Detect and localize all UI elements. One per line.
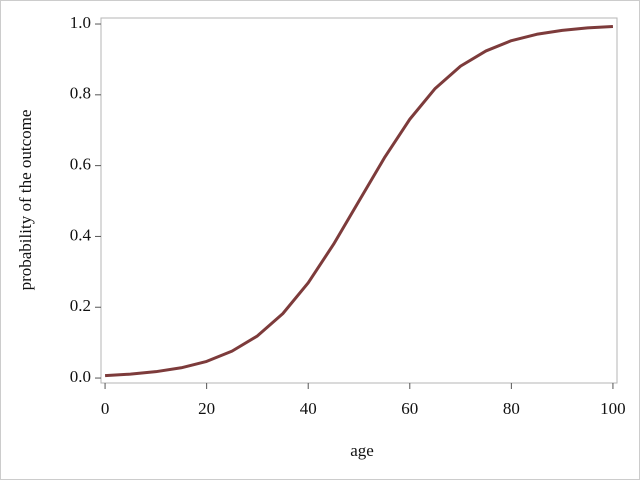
x-tick-label: 40 bbox=[300, 399, 317, 418]
x-tick-label: 100 bbox=[600, 399, 626, 418]
y-tick-label: 1.0 bbox=[70, 13, 91, 32]
y-axis-label: probability of the outcome bbox=[16, 110, 35, 291]
x-tick-label: 60 bbox=[401, 399, 418, 418]
x-tick-label: 20 bbox=[198, 399, 215, 418]
y-tick-label: 0.2 bbox=[70, 296, 91, 315]
y-tick-label: 0.4 bbox=[70, 225, 92, 244]
y-tick-label: 0.0 bbox=[70, 367, 91, 386]
plot-area bbox=[100, 17, 618, 384]
x-tick-label: 80 bbox=[503, 399, 520, 418]
x-tick-label: 0 bbox=[101, 399, 110, 418]
line bbox=[104, 24, 614, 378]
x-axis-label: age bbox=[350, 441, 374, 460]
y-tick-label: 0.6 bbox=[70, 155, 91, 174]
y-tick-label: 0.8 bbox=[70, 84, 91, 103]
